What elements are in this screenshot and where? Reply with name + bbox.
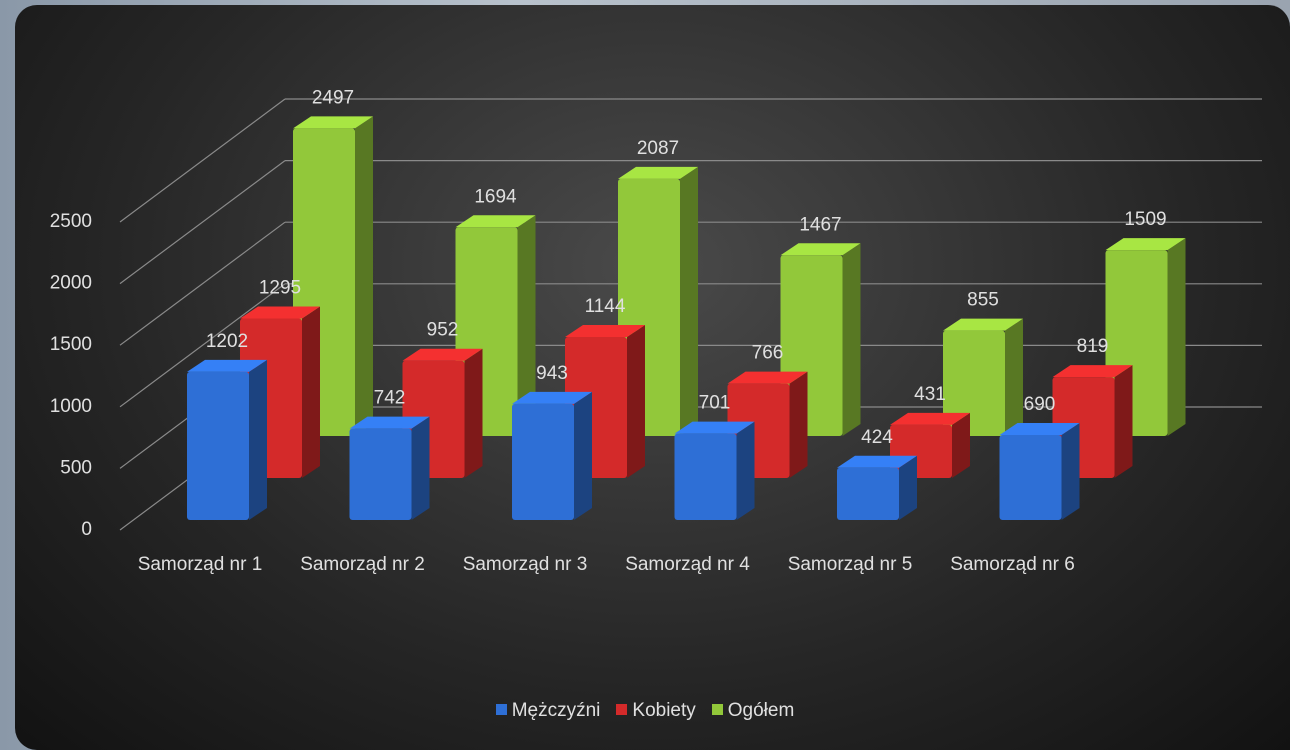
grid-line [120,99,285,222]
y-tick-label: 1000 [50,396,92,417]
data-label: 2497 [312,87,354,108]
legend-swatch [496,704,507,715]
bar-side [302,306,320,478]
data-label: 766 [752,343,784,364]
bar-side [737,422,755,520]
page: 0 500 1000 1500 2000 2500 2497 1694 2087 1467 855 1… [0,0,1290,750]
data-label: 943 [536,363,568,384]
bar [350,417,430,520]
x-tick-label: Samorząd nr 4 [613,546,763,584]
bar-side [843,243,861,436]
bar [187,360,267,520]
bar-front [512,404,574,520]
chart: 0 500 1000 1500 2000 2500 2497 1694 2087 1467 855 1… [0,0,1290,750]
bar-front [187,372,249,520]
y-tick-label: 1500 [50,334,92,355]
legend-label: Ogółem [728,700,795,721]
bar-front [675,434,737,520]
data-label: 1295 [259,277,301,298]
bar [512,392,592,520]
data-label: 742 [374,388,406,409]
data-label: 424 [861,427,893,448]
y-tick-label: 0 [81,519,92,540]
bar-side [355,116,373,436]
y-tick-label: 2000 [50,273,92,294]
bar [1000,423,1080,520]
data-label: 855 [967,290,999,311]
bar-side [627,325,645,478]
legend: Mężczyźni Kobiety Ogółem [0,700,1290,722]
bar-front [350,429,412,520]
bar-side [1005,319,1023,436]
legend-item: Kobiety [616,700,695,721]
bar-side [1168,238,1186,436]
data-label: 1144 [585,296,626,317]
data-label: 690 [1024,394,1056,415]
data-label: 1694 [474,186,517,207]
bar [837,456,917,520]
data-label: 1509 [1124,209,1166,230]
bar-side [790,372,808,478]
bar-side [412,417,430,520]
data-label: 1467 [799,214,841,235]
bar-side [574,392,592,520]
data-label: 2087 [637,138,679,159]
legend-label: Mężczyźni [512,700,601,721]
legend-swatch [712,704,723,715]
grid-line [120,161,285,284]
bar-side [249,360,267,520]
bar [675,422,755,520]
data-label: 952 [427,320,459,341]
bar-side [1115,365,1133,478]
x-tick-label: Samorząd nr 1 [125,546,275,584]
data-label: 701 [699,393,731,414]
bar-side [1062,423,1080,520]
x-tick-label: Samorząd nr 5 [775,546,925,584]
data-label: 1202 [206,331,248,352]
x-tick-label: Samorząd nr 6 [938,546,1088,584]
data-label: 431 [914,384,946,405]
y-tick-label: 500 [60,457,92,478]
data-label: 819 [1077,336,1109,357]
bar-side [465,349,483,478]
y-tick-label: 2500 [50,211,92,232]
bar-side [680,167,698,436]
legend-item: Ogółem [712,700,795,721]
bar-front [1000,435,1062,520]
x-tick-label: Samorząd nr 3 [450,546,600,584]
x-tick-label: Samorząd nr 2 [288,546,438,584]
legend-item: Mężczyźni [496,700,601,721]
legend-swatch [616,704,627,715]
legend-label: Kobiety [632,700,695,721]
bar-front [837,468,899,520]
